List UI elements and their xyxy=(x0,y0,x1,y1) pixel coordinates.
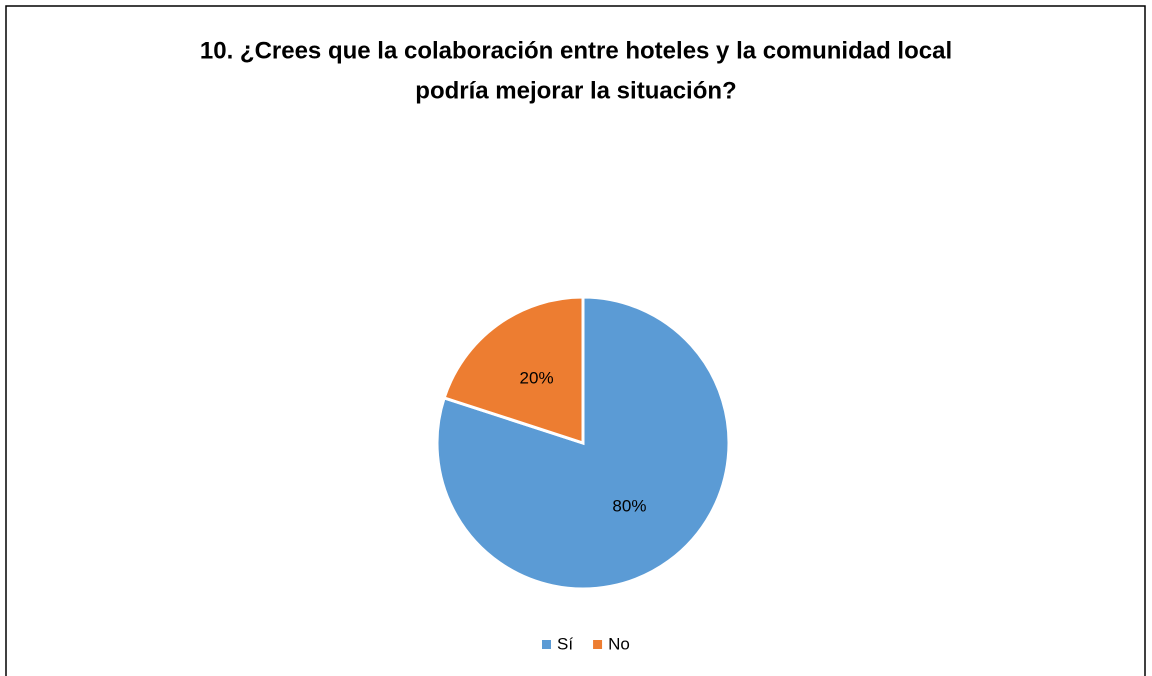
chart-title: podría mejorar la situación? xyxy=(415,77,736,104)
legend-swatch xyxy=(542,640,551,649)
legend-label: Sí xyxy=(557,634,573,653)
legend-swatch xyxy=(593,640,603,649)
chart-title: 10. ¿Crees que la colaboración entre hot… xyxy=(200,37,952,64)
legend-label: No xyxy=(608,634,630,653)
pie-slice xyxy=(442,295,585,446)
data-label: 80% xyxy=(612,496,646,515)
data-label: 20% xyxy=(520,369,554,388)
chart-frame xyxy=(5,5,1146,676)
